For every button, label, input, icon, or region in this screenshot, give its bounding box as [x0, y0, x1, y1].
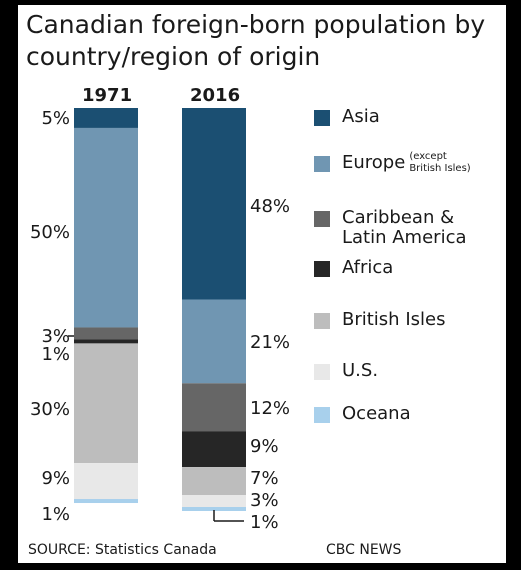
legend-swatch — [314, 110, 330, 126]
legend-item-oceana: Oceana — [314, 404, 411, 424]
brand-label: CBC NEWS — [326, 542, 402, 558]
value-label-1971-4: 30% — [29, 399, 70, 420]
bar-segment-2016-u-s- — [182, 495, 246, 507]
chart-card: Canadian foreign-born population by coun… — [18, 5, 506, 563]
value-label-1971-5: 9% — [41, 468, 70, 489]
value-label-2016-1: 21% — [250, 332, 291, 353]
bar-segment-2016-europe — [182, 299, 246, 384]
legend-item-caribbean-latin-america: Caribbean & Latin America — [314, 208, 467, 248]
bar-segment-1971-africa — [74, 339, 138, 344]
legend-label: Europe (except British Isles) — [342, 151, 471, 174]
legend-item-british-isles: British Isles — [314, 310, 445, 330]
legend-label: Asia — [342, 106, 380, 127]
value-label-1971-3: 1% — [41, 344, 70, 365]
legend-label: Caribbean & Latin America — [342, 207, 467, 248]
bar-segment-2016-british-isles — [182, 467, 246, 496]
value-label-2016-5: 3% — [250, 490, 279, 511]
value-label-2016-4: 7% — [250, 468, 279, 489]
legend-swatch — [314, 211, 330, 227]
year-label-1971: 1971 — [82, 85, 133, 106]
value-label-2016-3: 9% — [250, 436, 279, 457]
bar-segment-2016-asia — [182, 108, 246, 300]
bar-segment-2016-caribbean-latin-america — [182, 383, 246, 432]
legend-label: Africa — [342, 257, 394, 278]
chart-title: Canadian foreign-born population by coun… — [26, 10, 486, 71]
value-label-1971-1: 50% — [29, 222, 70, 243]
value-label-1971-2: 3% — [41, 326, 70, 347]
bar-segment-2016-africa — [182, 431, 246, 468]
legend-item-africa: Africa — [314, 258, 393, 278]
legend-note: (except British Isles) — [409, 151, 471, 174]
value-label-1971-0: 5% — [41, 108, 70, 129]
bar-segment-1971-u-s- — [74, 463, 138, 500]
bar-segment-1971-asia — [74, 108, 138, 128]
legend-item-asia: Asia — [314, 107, 380, 127]
legend-item-europe: Europe (except British Isles) — [314, 151, 471, 175]
legend-label: British Isles — [342, 309, 446, 330]
bar-segment-1971-europe — [74, 127, 138, 328]
value-label-2016-2: 12% — [250, 398, 291, 419]
legend-label: U.S. — [342, 360, 379, 381]
legend-swatch — [314, 156, 330, 172]
value-label-1971-6: 1% — [41, 504, 70, 525]
year-label-2016: 2016 — [190, 85, 241, 106]
stacked-bar-chart — [68, 108, 246, 522]
legend-swatch — [314, 364, 330, 380]
value-label-2016-0: 48% — [250, 196, 291, 217]
legend-swatch — [314, 313, 330, 329]
legend-item-u-s-: U.S. — [314, 361, 378, 381]
source-note: SOURCE: Statistics Canada — [28, 542, 217, 558]
legend-swatch — [314, 261, 330, 277]
bar-segment-1971-oceana — [74, 499, 138, 504]
value-label-2016-6: 1% — [250, 512, 279, 533]
legend-label: Oceana — [342, 403, 411, 424]
bar-segment-1971-british-isles — [74, 343, 138, 464]
bar-segment-2016-oceana — [182, 507, 246, 511]
bar-segment-1971-caribbean-latin-america — [74, 327, 138, 340]
legend-swatch — [314, 407, 330, 423]
